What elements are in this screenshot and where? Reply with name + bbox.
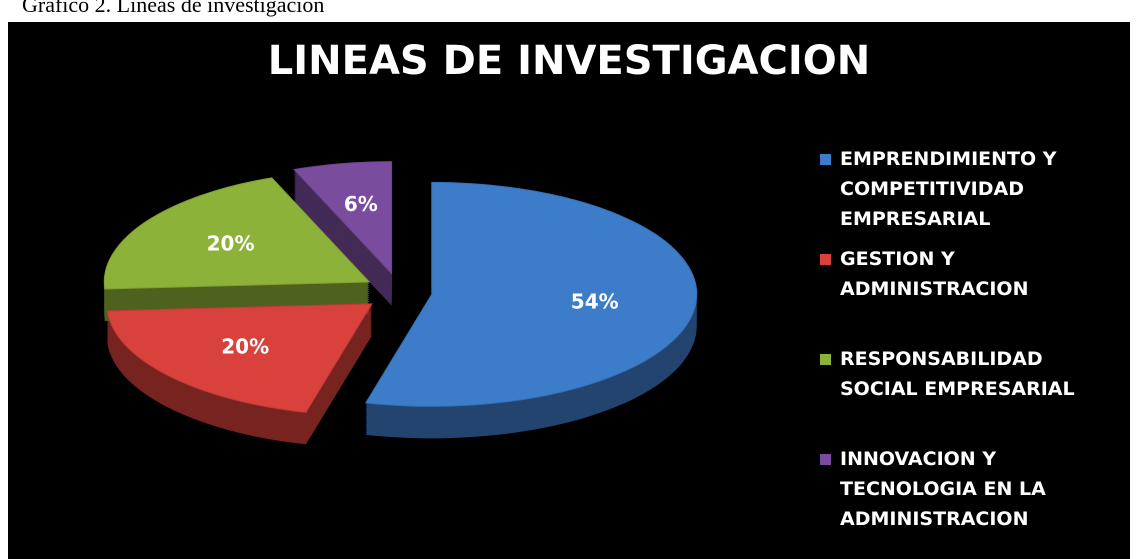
slice	[106, 303, 373, 413]
data-label: 6%	[344, 192, 378, 216]
caption: Gráfico 2. Líneas de investigación	[22, 0, 325, 17]
legend-label: RESPONSABILIDAD SOCIAL EMPRESARIAL	[840, 348, 1075, 400]
legend-item: EMPRENDIMIENTO Y COMPETITIVIDAD EMPRESAR…	[820, 144, 1120, 244]
legend-swatch	[820, 454, 831, 465]
data-label: 20%	[221, 335, 269, 359]
legend-item: RESPONSABILIDAD SOCIAL EMPRESARIAL	[820, 344, 1120, 444]
slice	[364, 181, 698, 407]
legend-item: INNOVACION Y TECNOLOGIA EN LA ADMINISTRA…	[820, 444, 1120, 544]
legend-swatch	[820, 154, 831, 165]
data-label: 20%	[207, 231, 255, 255]
data-label: 54%	[571, 290, 619, 314]
legend-label: EMPRENDIMIENTO Y COMPETITIVIDAD EMPRESAR…	[840, 148, 1057, 230]
pie-area: 54% 20% 20% 6%	[103, 161, 698, 445]
legend-item: GESTION Y ADMINISTRACION	[820, 244, 1120, 344]
slice	[293, 161, 393, 275]
chart: 54% 20% 20% 6% LINEAS DE INVESTIGACION EMPR…	[8, 22, 1130, 559]
legend-swatch	[820, 354, 831, 365]
chart-title: LINEAS DE INVESTIGACION	[267, 38, 871, 84]
legend: EMPRENDIMIENTO Y COMPETITIVIDAD EMPRESAR…	[820, 144, 1120, 544]
slice	[103, 177, 371, 290]
legend-label: INNOVACION Y TECNOLOGIA EN LA ADMINISTRA…	[840, 448, 1046, 530]
legend-label: GESTION Y ADMINISTRACION	[840, 248, 1029, 300]
legend-swatch	[820, 254, 831, 265]
